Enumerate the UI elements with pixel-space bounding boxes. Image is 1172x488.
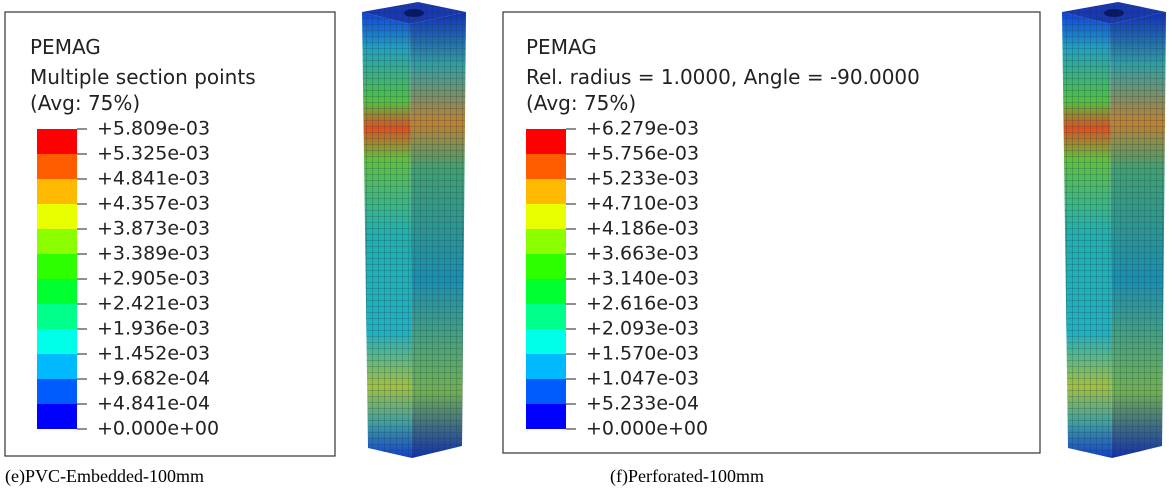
legend-label: +4.841e-04 bbox=[97, 393, 210, 415]
legend-label: +5.325e-03 bbox=[97, 143, 210, 165]
legend-label: +4.841e-03 bbox=[97, 168, 210, 190]
color-band bbox=[526, 129, 566, 154]
color-band bbox=[526, 304, 566, 329]
color-band bbox=[37, 304, 77, 329]
legend-label: +0.000e+00 bbox=[97, 418, 219, 440]
column-render bbox=[1062, 2, 1166, 458]
figure: PEMAGMultiple section points(Avg: 75%)+5… bbox=[0, 0, 1172, 488]
color-band bbox=[526, 204, 566, 229]
color-band bbox=[526, 354, 566, 379]
color-band bbox=[526, 154, 566, 179]
column-mesh bbox=[1062, 12, 1112, 458]
legend-subtitle: Multiple section points bbox=[30, 65, 256, 89]
column-render bbox=[362, 2, 466, 458]
legend-label: +1.452e-03 bbox=[97, 343, 210, 365]
legend-label: +5.233e-04 bbox=[586, 393, 699, 415]
legend-label: +2.093e-03 bbox=[586, 318, 699, 340]
color-band bbox=[37, 279, 77, 304]
legend-label: +3.389e-03 bbox=[97, 243, 210, 265]
legend-label: +5.233e-03 bbox=[586, 168, 699, 190]
caption: (f)Perforated-100mm bbox=[610, 466, 764, 487]
legend-label: +4.186e-03 bbox=[586, 218, 699, 240]
panel: PEMAG Multiple section points(Avg: 75%) +5… bbox=[5, 12, 335, 487]
legend-average: (Avg: 75%) bbox=[526, 91, 636, 115]
legend-label: +2.421e-03 bbox=[97, 293, 210, 315]
legend-label: +3.140e-03 bbox=[586, 268, 699, 290]
color-band bbox=[37, 354, 77, 379]
legend-label: +0.000e+00 bbox=[586, 418, 708, 440]
column-top-hole bbox=[404, 9, 424, 17]
color-band bbox=[37, 154, 77, 179]
legend-label: +2.905e-03 bbox=[97, 268, 210, 290]
legend-subtitle: Rel. radius = 1.0000, Angle = -90.0000 bbox=[526, 65, 920, 89]
color-band bbox=[526, 229, 566, 254]
column-mesh bbox=[410, 12, 466, 458]
legend-label: +6.279e-03 bbox=[586, 118, 699, 140]
column-top-hole bbox=[1104, 9, 1124, 17]
color-band bbox=[37, 204, 77, 229]
legend-label: +5.756e-03 bbox=[586, 143, 699, 165]
color-band bbox=[526, 179, 566, 204]
legend-label: +1.047e-03 bbox=[586, 368, 699, 390]
legend-label: +9.682e-04 bbox=[97, 368, 210, 390]
legend-title: PEMAG bbox=[526, 35, 597, 59]
legend-label: +4.357e-03 bbox=[97, 193, 210, 215]
legend-label: +3.663e-03 bbox=[586, 243, 699, 265]
column-mesh bbox=[1110, 12, 1166, 458]
color-band bbox=[526, 254, 566, 279]
legend-title: PEMAG bbox=[30, 35, 101, 59]
color-band bbox=[526, 279, 566, 304]
color-band bbox=[37, 179, 77, 204]
caption: (e)PVC-Embedded-100mm bbox=[5, 466, 204, 487]
column-mesh bbox=[362, 12, 412, 458]
legend-label: +4.710e-03 bbox=[586, 193, 699, 215]
color-band bbox=[526, 329, 566, 354]
legend-label: +3.873e-03 bbox=[97, 218, 210, 240]
color-band bbox=[37, 129, 77, 154]
color-band bbox=[526, 404, 566, 429]
color-band bbox=[37, 329, 77, 354]
color-band bbox=[37, 254, 77, 279]
legend-label: +2.616e-03 bbox=[586, 293, 699, 315]
legend-label: +1.936e-03 bbox=[97, 318, 210, 340]
panel: PEMAG Rel. radius = 1.0000, Angle = -90.0… bbox=[503, 12, 1040, 487]
legend-label: +5.809e-03 bbox=[97, 118, 210, 140]
legend-label: +1.570e-03 bbox=[586, 343, 699, 365]
legend-average: (Avg: 75%) bbox=[30, 91, 140, 115]
color-band bbox=[526, 379, 566, 404]
color-band bbox=[37, 379, 77, 404]
color-band bbox=[37, 404, 77, 429]
color-band bbox=[37, 229, 77, 254]
